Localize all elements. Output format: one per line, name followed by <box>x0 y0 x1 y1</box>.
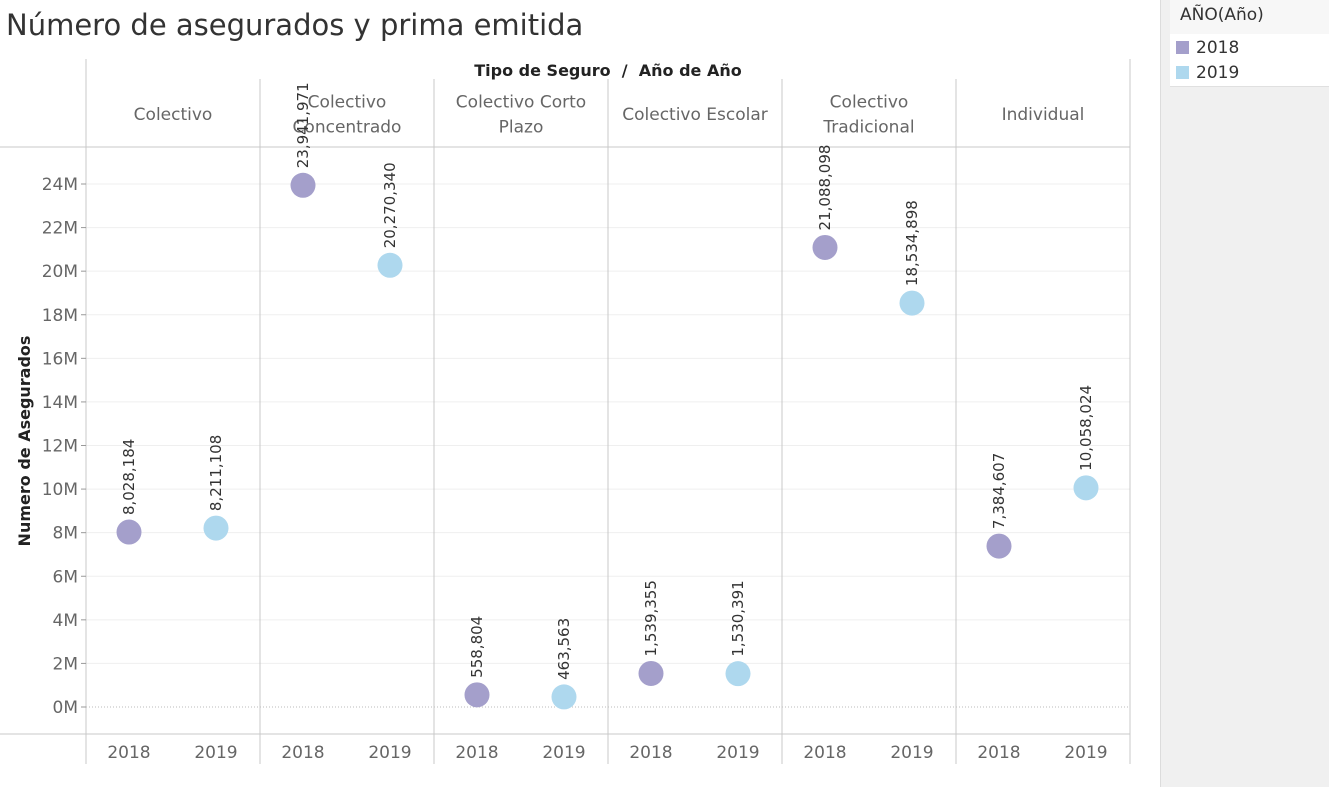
y-axis-label: Numero de Asegurados <box>15 336 34 547</box>
column-header-line: Tradicional <box>822 118 914 138</box>
data-point-2018 <box>638 660 664 686</box>
data-marks: 8,028,184 8,211,108 23,941,971 20,270,340 55… <box>116 82 1099 710</box>
legend-panel <box>1160 0 1329 787</box>
y-tick-label: 16M <box>42 349 78 369</box>
column-header-line: Concentrado <box>293 118 402 138</box>
legend-header <box>1170 0 1329 34</box>
data-label: 10,058,024 <box>1077 385 1095 471</box>
column-header-line: Colectivo Escolar <box>622 105 768 125</box>
data-point-2018 <box>464 682 490 708</box>
x-tick-label: 2018 <box>977 743 1020 763</box>
column-header-line: Colectivo <box>134 105 213 125</box>
data-label: 1,539,355 <box>642 580 660 656</box>
y-tick-label: 20M <box>42 262 78 282</box>
x-tick-label: 2019 <box>542 743 585 763</box>
x-tick-label: 2019 <box>368 743 411 763</box>
panel-frame <box>0 59 1131 764</box>
y-tick-label: 14M <box>42 393 78 413</box>
header-label: Tipo de Seguro / Año de Año <box>474 61 742 80</box>
x-tick-label: 2019 <box>716 743 759 763</box>
column-header: Individual <box>1002 105 1085 125</box>
data-label: 21,088,098 <box>816 145 834 231</box>
x-tick-label: 2018 <box>629 743 672 763</box>
data-point-2018 <box>290 172 316 198</box>
y-tick-label: 6M <box>53 567 78 587</box>
y-tick-label: 8M <box>53 524 78 544</box>
column-header-line: Colectivo <box>830 93 909 113</box>
x-tick-label: 2019 <box>194 743 237 763</box>
data-point-2019 <box>203 515 229 541</box>
data-label: 558,804 <box>468 616 486 678</box>
x-tick-label: 2018 <box>281 743 324 763</box>
column-header-line: Plazo <box>499 118 544 138</box>
x-axis: 2018 2019 2018 2019 2018 2019 2018 2019 2018 2019… <box>107 743 1107 763</box>
x-tick-label: 2018 <box>803 743 846 763</box>
data-point-2019 <box>377 252 403 278</box>
legend-title: AÑO(Año) <box>1180 5 1264 25</box>
column-header: Colectivo Corto Plazo <box>456 93 586 138</box>
y-tick-label: 12M <box>42 437 78 457</box>
column-header-line: Colectivo Corto <box>456 93 586 113</box>
y-tick-label: 2M <box>53 654 78 674</box>
x-tick-label: 2018 <box>455 743 498 763</box>
column-header-line: Individual <box>1002 105 1085 125</box>
data-point-2018 <box>116 519 142 545</box>
legend-swatch-2018 <box>1176 41 1189 54</box>
data-label: 463,563 <box>555 618 573 680</box>
column-header: Colectivo Tradicional <box>822 93 914 138</box>
data-point-2019 <box>725 661 751 687</box>
legend-swatch-2019 <box>1176 66 1189 79</box>
data-label: 23,941,971 <box>294 82 312 168</box>
y-tick-label: 0M <box>53 698 78 718</box>
legend-label-2019: 2019 <box>1196 63 1240 83</box>
x-tick-label: 2019 <box>1064 743 1107 763</box>
scatter-chart: Tipo de Seguro / Año de Año Numero de As… <box>0 59 1131 764</box>
y-axis: 0M 2M 4M 6M 8M 10M 12M 14M 16M 18M 20M 22M 24M <box>42 175 86 718</box>
data-label: 18,534,898 <box>903 200 921 286</box>
data-point-2018 <box>812 234 838 260</box>
column-header: Colectivo <box>134 105 213 125</box>
column-header-line: Colectivo <box>308 93 387 113</box>
y-tick-label: 24M <box>42 175 78 195</box>
y-tick-label: 22M <box>42 219 78 239</box>
column-header: Colectivo Concentrado <box>293 93 402 138</box>
y-tick-label: 18M <box>42 306 78 326</box>
x-tick-label: 2019 <box>890 743 933 763</box>
data-point-2019 <box>1073 475 1099 501</box>
data-label: 20,270,340 <box>381 162 399 248</box>
legend-label-2018: 2018 <box>1196 38 1240 58</box>
column-header: Colectivo Escolar <box>622 105 768 125</box>
x-tick-label: 2018 <box>107 743 150 763</box>
data-label: 1,530,391 <box>729 580 747 656</box>
data-label: 7,384,607 <box>990 453 1008 529</box>
y-tick-label: 4M <box>53 611 78 631</box>
y-tick-label: 10M <box>42 480 78 500</box>
data-point-2018 <box>986 533 1012 559</box>
data-label: 8,211,108 <box>207 435 225 511</box>
legend: AÑO(Año) 2018 2019 <box>1170 0 1329 87</box>
data-label: 8,028,184 <box>120 439 138 515</box>
data-point-2019 <box>899 290 925 316</box>
data-point-2019 <box>551 684 577 710</box>
page-title: Número de asegurados y prima emitida <box>6 8 584 42</box>
